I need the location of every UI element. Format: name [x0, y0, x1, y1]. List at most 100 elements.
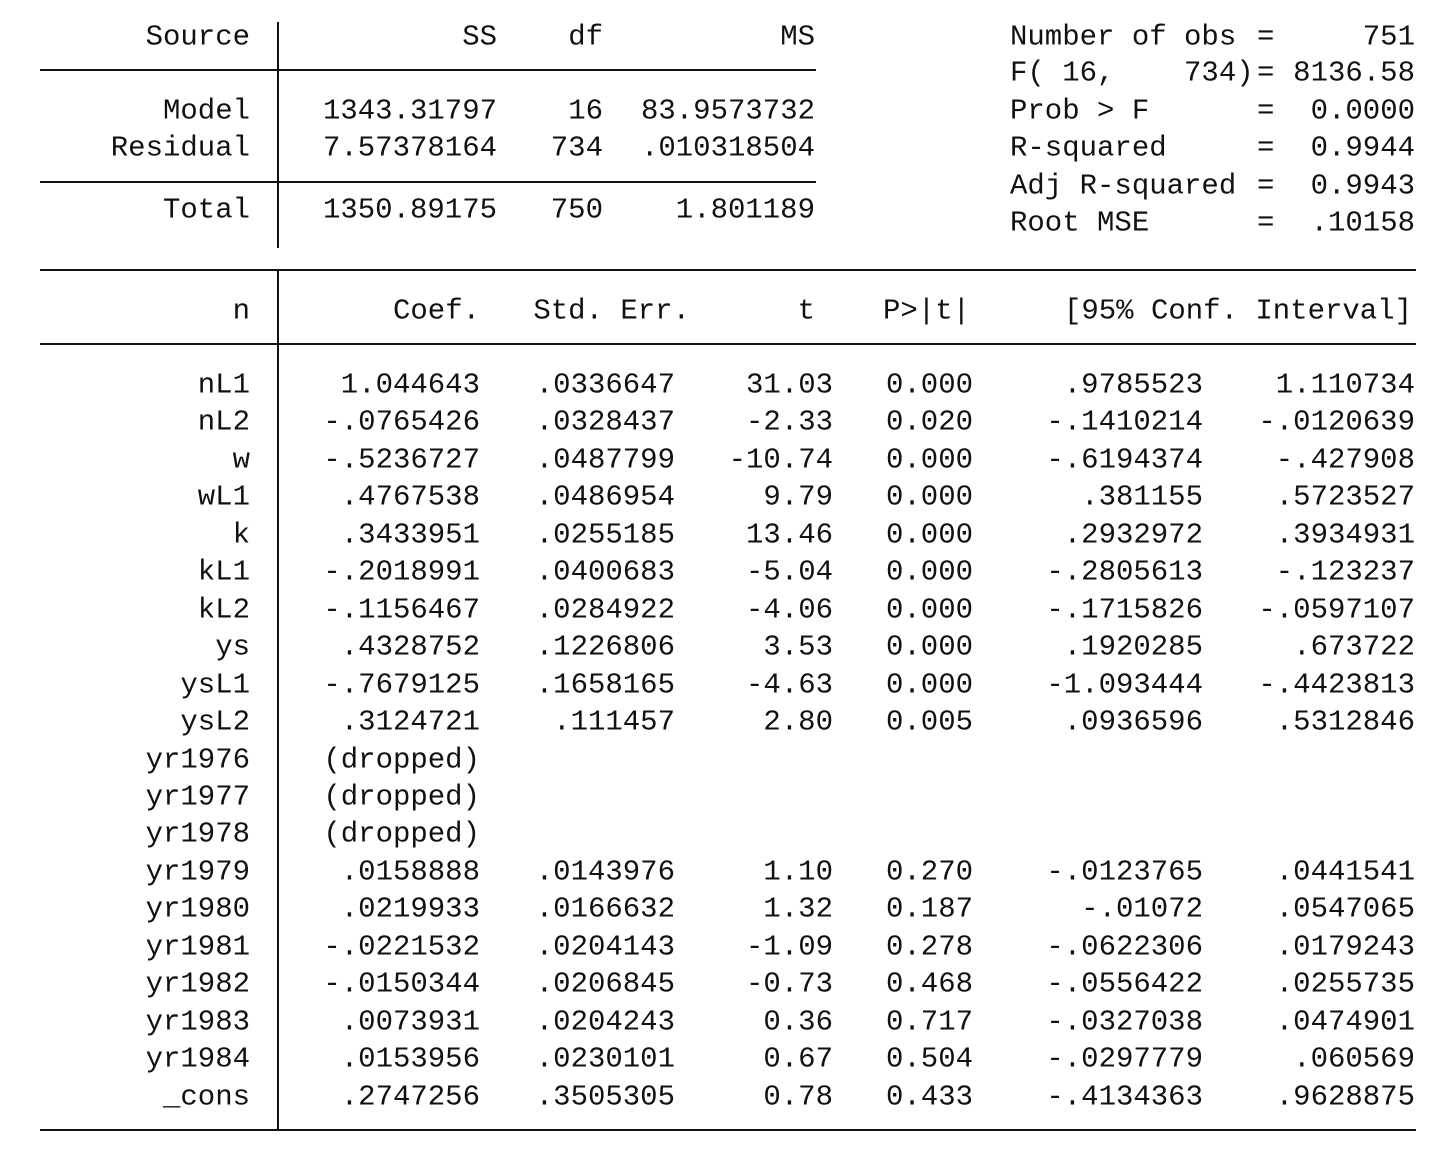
coef-var-cell: ysL1 — [180, 668, 250, 702]
coef-var-cell: yr1977 — [145, 780, 250, 814]
coef-rule-top — [40, 269, 1416, 271]
coef-var-cell: yr1982 — [145, 967, 250, 1001]
coef-hi-cell: .5723527 — [1275, 480, 1415, 514]
coef-lo-cell: .1920285 — [1063, 630, 1203, 664]
coef-t-cell: 0.78 — [763, 1080, 833, 1114]
coef-hi-cell: -.0597107 — [1258, 593, 1415, 627]
coef-lo-cell: -.0556422 — [1046, 967, 1203, 1001]
coef-p-cell: 0.000 — [885, 443, 973, 477]
coef-var-cell: wL1 — [197, 480, 250, 514]
coef-coef-cell: (dropped) — [323, 743, 480, 776]
coef-p-cell: 0.000 — [885, 668, 973, 702]
stat-equals: = — [1257, 20, 1275, 54]
coef-t-cell: 0.36 — [763, 1005, 833, 1039]
coef-lo-cell: -.0327038 — [1046, 1005, 1203, 1039]
coef-coef-cell: 1.044643 — [340, 368, 480, 402]
coef-t-cell: 9.79 — [763, 480, 833, 514]
coef-se-cell: .0487799 — [535, 443, 675, 477]
coef-var-cell: w — [232, 443, 250, 477]
anova-ss-cell: 1350.89175 — [322, 193, 497, 227]
coef-hi-cell: -.4423813 — [1258, 668, 1415, 702]
stat-equals: = — [1257, 206, 1275, 240]
coef-se-cell: .0204243 — [535, 1005, 675, 1039]
coef-var-cell: yr1976 — [145, 743, 250, 776]
coef-coef-cell: -.0150344 — [323, 967, 480, 1001]
coef-var-cell: kL2 — [197, 593, 250, 627]
coef-var-cell: ysL2 — [180, 705, 250, 739]
anova-ss-cell: 7.57378164 — [322, 131, 497, 165]
stat-label: F( 16, 734) — [1010, 56, 1254, 90]
anova-source-cell: Residual — [110, 131, 250, 165]
coef-hi-cell: .0441541 — [1275, 855, 1415, 889]
anova-header-source: Source — [145, 20, 250, 54]
stat-equals: = — [1257, 131, 1275, 165]
coef-coef-cell: .0158888 — [340, 855, 480, 889]
coef-var-cell: yr1980 — [145, 892, 250, 926]
coef-se-cell: .111457 — [553, 705, 675, 739]
coef-p-cell: 0.000 — [885, 368, 973, 402]
coef-se-cell: .0400683 — [535, 555, 675, 589]
anova-rule-bottom — [40, 181, 816, 183]
coef-coef-cell: (dropped) — [323, 780, 480, 814]
coef-lo-cell: -.0297779 — [1046, 1042, 1203, 1076]
coef-header-var: n — [232, 294, 250, 328]
coef-header-se: Std. Err. — [533, 294, 690, 328]
coef-coef-cell: .0219933 — [340, 892, 480, 926]
coef-hi-cell: -.427908 — [1275, 443, 1415, 477]
coef-coef-cell: -.7679125 — [323, 668, 480, 702]
coef-t-cell: -4.63 — [745, 668, 833, 702]
stat-label: Prob > F — [1010, 94, 1150, 128]
anova-source-cell: Total — [162, 193, 250, 227]
coef-lo-cell: -.1410214 — [1046, 405, 1203, 439]
coef-se-cell: .1658165 — [535, 668, 675, 702]
coef-rule-bottom — [40, 1129, 1416, 1131]
coef-hi-cell: .5312846 — [1275, 705, 1415, 739]
coef-t-cell: -1.09 — [745, 930, 833, 964]
coef-p-cell: 0.187 — [885, 892, 973, 926]
coef-header-p: P>|t| — [882, 294, 970, 328]
coef-t-cell: -4.06 — [745, 593, 833, 627]
coef-var-cell: nL1 — [197, 368, 250, 402]
coef-rule-header — [40, 343, 1416, 345]
coef-t-cell: -10.74 — [728, 443, 833, 477]
stat-label: R-squared — [1010, 131, 1167, 165]
stat-label: Number of obs — [1010, 20, 1237, 54]
coef-hi-cell: .060569 — [1293, 1042, 1415, 1076]
coef-t-cell: -2.33 — [745, 405, 833, 439]
coef-hi-cell: .0179243 — [1275, 930, 1415, 964]
coef-p-cell: 0.000 — [885, 480, 973, 514]
coef-t-cell: -5.04 — [745, 555, 833, 589]
coef-hi-cell: -.123237 — [1275, 555, 1415, 589]
coef-var-cell: yr1981 — [145, 930, 250, 964]
coef-t-cell: 1.32 — [763, 892, 833, 926]
coef-lo-cell: .9785523 — [1063, 368, 1203, 402]
coef-p-cell: 0.278 — [885, 930, 973, 964]
coef-hi-cell: .0547065 — [1275, 892, 1415, 926]
coef-se-cell: .0255185 — [535, 518, 675, 552]
anova-df-cell: 734 — [550, 131, 603, 165]
coef-var-cell: yr1979 — [145, 855, 250, 889]
coef-var-cell: yr1983 — [145, 1005, 250, 1039]
coef-coef-cell: .0073931 — [340, 1005, 480, 1039]
anova-header-ss: SS — [462, 20, 497, 54]
coef-hi-cell: -.0120639 — [1258, 405, 1415, 439]
coef-coef-cell: -.5236727 — [323, 443, 480, 477]
coef-separator — [277, 270, 279, 1130]
coef-hi-cell: 1.110734 — [1275, 368, 1415, 402]
coef-lo-cell: -.0622306 — [1046, 930, 1203, 964]
coef-hi-cell: .673722 — [1293, 630, 1415, 664]
stat-equals: = — [1257, 56, 1275, 90]
anova-ms-cell: 83.9573732 — [640, 94, 815, 128]
stat-value: 8136.58 — [1293, 56, 1415, 90]
coef-lo-cell: .0936596 — [1063, 705, 1203, 739]
stat-value: 0.9944 — [1310, 131, 1415, 165]
stat-equals: = — [1257, 94, 1275, 128]
stat-equals: = — [1257, 169, 1275, 203]
coef-header-coef: Coef. — [392, 294, 480, 328]
coef-p-cell: 0.000 — [885, 555, 973, 589]
coef-coef-cell: .4328752 — [340, 630, 480, 664]
coef-se-cell: .0204143 — [535, 930, 675, 964]
coef-t-cell: 0.67 — [763, 1042, 833, 1076]
stat-value: .10158 — [1310, 206, 1415, 240]
coef-lo-cell: -1.093444 — [1046, 668, 1203, 702]
